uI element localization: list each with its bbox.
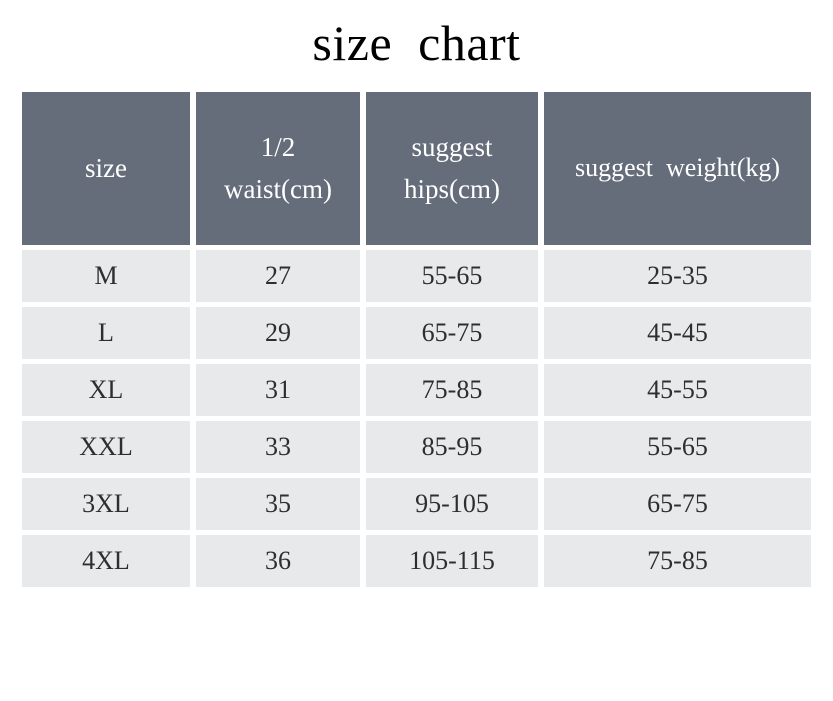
cell-waist: 36 [196,535,360,587]
cell-weight: 55-65 [544,421,811,473]
cell-hips: 95-105 [366,478,538,530]
table-row: L 29 65-75 45-45 [22,307,811,359]
cell-weight: 45-45 [544,307,811,359]
cell-waist: 35 [196,478,360,530]
cell-hips: 75-85 [366,364,538,416]
cell-waist: 31 [196,364,360,416]
cell-size: XXL [22,421,190,473]
cell-waist: 33 [196,421,360,473]
table-header-row: size 1/2 waist(cm) suggest hips(cm) sugg… [22,92,811,245]
cell-size: XL [22,364,190,416]
table-row: 3XL 35 95-105 65-75 [22,478,811,530]
cell-size: L [22,307,190,359]
cell-waist: 29 [196,307,360,359]
cell-waist: 27 [196,250,360,302]
cell-weight: 45-55 [544,364,811,416]
cell-weight: 75-85 [544,535,811,587]
cell-hips: 55-65 [366,250,538,302]
column-header-weight: suggest weight(kg) [544,92,811,245]
table-row: XXL 33 85-95 55-65 [22,421,811,473]
column-header-waist: 1/2 waist(cm) [196,92,360,245]
page-title: size chart [312,15,521,71]
size-chart-table: size 1/2 waist(cm) suggest hips(cm) sugg… [16,87,817,592]
cell-size: 3XL [22,478,190,530]
table-body: M 27 55-65 25-35 L 29 65-75 45-45 XL 31 … [22,250,811,587]
cell-hips: 65-75 [366,307,538,359]
table-row: 4XL 36 105-115 75-85 [22,535,811,587]
column-header-hips: suggest hips(cm) [366,92,538,245]
table-header: size 1/2 waist(cm) suggest hips(cm) sugg… [22,92,811,245]
column-header-size: size [22,92,190,245]
cell-weight: 65-75 [544,478,811,530]
cell-weight: 25-35 [544,250,811,302]
table-row: XL 31 75-85 45-55 [22,364,811,416]
cell-size: M [22,250,190,302]
cell-hips: 105-115 [366,535,538,587]
cell-hips: 85-95 [366,421,538,473]
cell-size: 4XL [22,535,190,587]
table-row: M 27 55-65 25-35 [22,250,811,302]
